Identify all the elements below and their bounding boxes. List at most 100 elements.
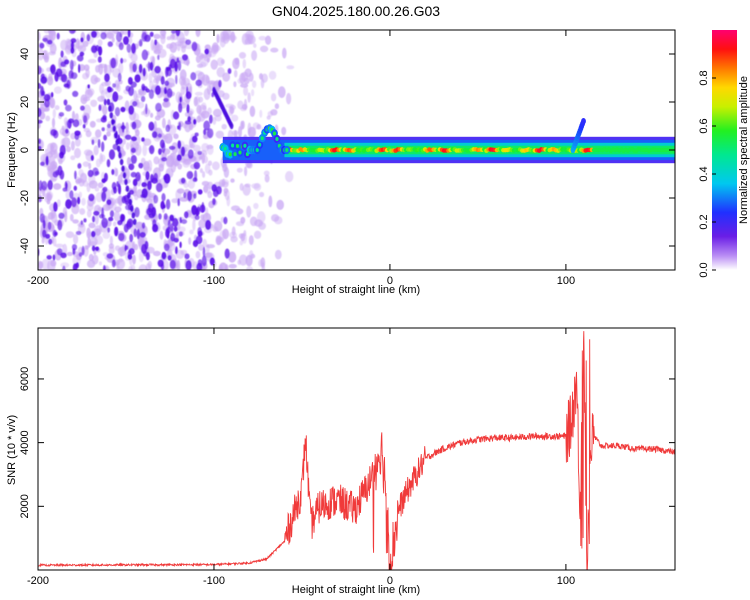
streak-mark: [124, 178, 128, 186]
noise-speckle: [89, 120, 96, 128]
noise-blob: [149, 31, 154, 37]
noise-blob: [193, 118, 197, 125]
noise-speckle: [260, 78, 265, 89]
noise-blob: [154, 39, 158, 46]
noise-speckle: [50, 30, 56, 36]
noise-blob: [149, 61, 154, 71]
noise-speckle: [215, 130, 224, 139]
noise-blob: [65, 128, 69, 134]
noise-speckle: [149, 80, 154, 90]
streak-mark: [128, 198, 133, 206]
noise-blob: [117, 72, 122, 82]
noise-blob: [140, 194, 146, 198]
noise-speckle: [44, 148, 49, 155]
noise-speckle: [162, 117, 166, 129]
noise-blob: [178, 102, 183, 113]
noise-speckle: [166, 43, 174, 49]
noise-blob: [74, 133, 80, 140]
noise-blob: [103, 98, 107, 106]
noise-blob: [176, 57, 180, 63]
noise-blob: [83, 218, 87, 223]
noise-blob: [186, 171, 194, 180]
noise-speckle: [240, 120, 244, 131]
noise-speckle: [86, 209, 92, 218]
snr-panel: -200 -100 0 100 2000 4000 6000 Height of strai…: [6, 327, 676, 596]
carrier-blob-core: [223, 146, 227, 151]
streak-mark: [113, 132, 118, 139]
noise-speckle: [147, 260, 152, 269]
streak-mark: [106, 98, 111, 106]
noise-blob: [54, 71, 59, 82]
noise-blob: [101, 127, 105, 132]
noise-blob: [169, 214, 175, 222]
noise-speckle: [180, 59, 186, 64]
carrier-blob-core: [258, 142, 262, 147]
noise-blob: [59, 151, 64, 159]
noise-speckle: [111, 37, 115, 43]
colorbar-gradient: [712, 30, 737, 270]
noise-speckle: [183, 30, 190, 37]
noise-speckle: [222, 72, 231, 82]
noise-blob: [120, 214, 126, 222]
noise-speckle: [142, 144, 148, 157]
noise-blob: [141, 49, 149, 61]
noise-speckle: [158, 163, 164, 172]
noise-speckle: [202, 171, 206, 178]
noise-blob: [202, 246, 206, 257]
noise-blob: [168, 64, 172, 70]
noise-speckle: [183, 158, 191, 164]
noise-blob: [97, 138, 101, 149]
streak-mark: [116, 145, 121, 152]
noise-blob: [148, 121, 155, 131]
noise-blob: [100, 116, 107, 123]
noise-speckle: [216, 67, 225, 78]
noise-blob: [48, 238, 53, 245]
noise-speckle: [202, 238, 207, 248]
noise-blob: [56, 32, 60, 40]
noise-speckle: [133, 183, 137, 194]
noise-speckle: [95, 158, 101, 168]
noise-blob: [131, 121, 137, 130]
noise-speckle: [82, 161, 90, 168]
noise-blob: [73, 185, 78, 191]
noise-speckle: [238, 52, 247, 59]
noise-speckle: [72, 255, 81, 266]
noise-speckle: [109, 235, 113, 246]
noise-blob: [187, 116, 191, 122]
noise-blob: [130, 147, 136, 154]
noise-blob: [172, 111, 180, 120]
noise-blob: [107, 123, 111, 129]
noise-blob: [91, 30, 97, 38]
noise-speckle: [132, 254, 136, 265]
noise-blob: [161, 193, 166, 202]
noise-speckle: [195, 250, 201, 259]
noise-speckle: [195, 30, 201, 38]
x-tick-label: 100: [557, 275, 575, 287]
noise-speckle: [200, 55, 209, 67]
noise-speckle: [80, 94, 88, 105]
noise-blob: [178, 231, 183, 237]
noise-blob: [110, 57, 117, 69]
noise-speckle: [155, 76, 160, 85]
noise-speckle: [54, 105, 60, 111]
noise-blob: [86, 34, 91, 42]
noise-blob: [44, 99, 50, 108]
noise-blob: [185, 91, 192, 100]
noise-speckle: [65, 231, 75, 239]
noise-speckle: [248, 250, 254, 261]
noise-speckle: [188, 110, 194, 116]
noise-blob: [203, 120, 211, 131]
noise-blob: [100, 32, 107, 40]
spectrogram-image: [38, 30, 675, 270]
noise-blob: [121, 195, 127, 204]
noise-speckle: [52, 237, 57, 247]
noise-blob: [181, 219, 188, 225]
noise-speckle: [243, 86, 249, 96]
y-tick-label: 0: [19, 147, 31, 153]
noise-speckle: [270, 93, 277, 102]
noise-blob: [185, 260, 192, 270]
noise-blob: [125, 200, 129, 205]
noise-speckle: [44, 55, 49, 63]
noise-speckle: [195, 55, 201, 63]
